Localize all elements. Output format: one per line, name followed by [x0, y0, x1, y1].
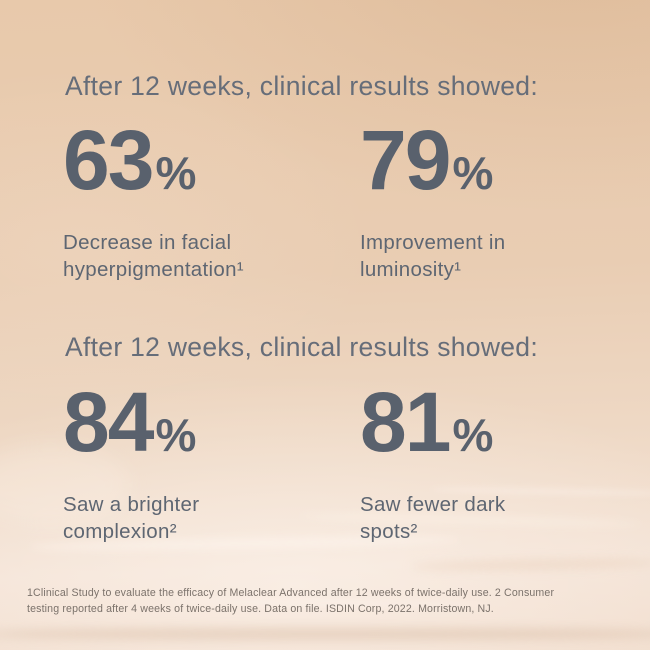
stat-number-line: 79%: [360, 118, 640, 223]
stat-brighter-complexion: 84% Saw a brighter complexion²: [63, 380, 343, 545]
stat-value: 84: [63, 375, 154, 469]
stat-hyperpigmentation: 63% Decrease in facial hyperpigmentation…: [63, 118, 343, 283]
cream-texture-streak: [0, 628, 650, 640]
percent-sign: %: [155, 409, 197, 461]
stat-number-line: 84%: [63, 380, 343, 485]
stat-number-line: 63%: [63, 118, 343, 223]
footnote-line-1: 1Clinical Study to evaluate the efficacy…: [27, 587, 555, 599]
cream-texture-streak: [409, 557, 650, 572]
stat-value: 63: [63, 113, 154, 207]
stat-value: 81: [360, 375, 451, 469]
stat-label: Saw a brighter complexion²: [63, 493, 200, 543]
footnote: 1Clinical Study to evaluate the efficacy…: [27, 585, 587, 617]
percent-sign: %: [155, 147, 197, 199]
stat-fewer-dark-spots: 81% Saw fewer dark spots²: [360, 380, 640, 545]
stat-label: Saw fewer dark spots²: [360, 493, 506, 543]
section-1-heading: After 12 weeks, clinical results showed:: [65, 71, 539, 101]
footnote-line-2: testing reported after 4 weeks of twice-…: [27, 603, 494, 615]
stat-luminosity: 79% Improvement in luminosity¹: [360, 118, 640, 283]
stat-number-line: 81%: [360, 380, 640, 485]
stat-value: 79: [360, 113, 451, 207]
stat-label: Improvement in luminosity¹: [360, 231, 506, 281]
percent-sign: %: [452, 147, 494, 199]
section-2-heading: After 12 weeks, clinical results showed:: [65, 332, 539, 362]
percent-sign: %: [452, 409, 494, 461]
stat-label: Decrease in facial hyperpigmentation¹: [63, 231, 244, 281]
